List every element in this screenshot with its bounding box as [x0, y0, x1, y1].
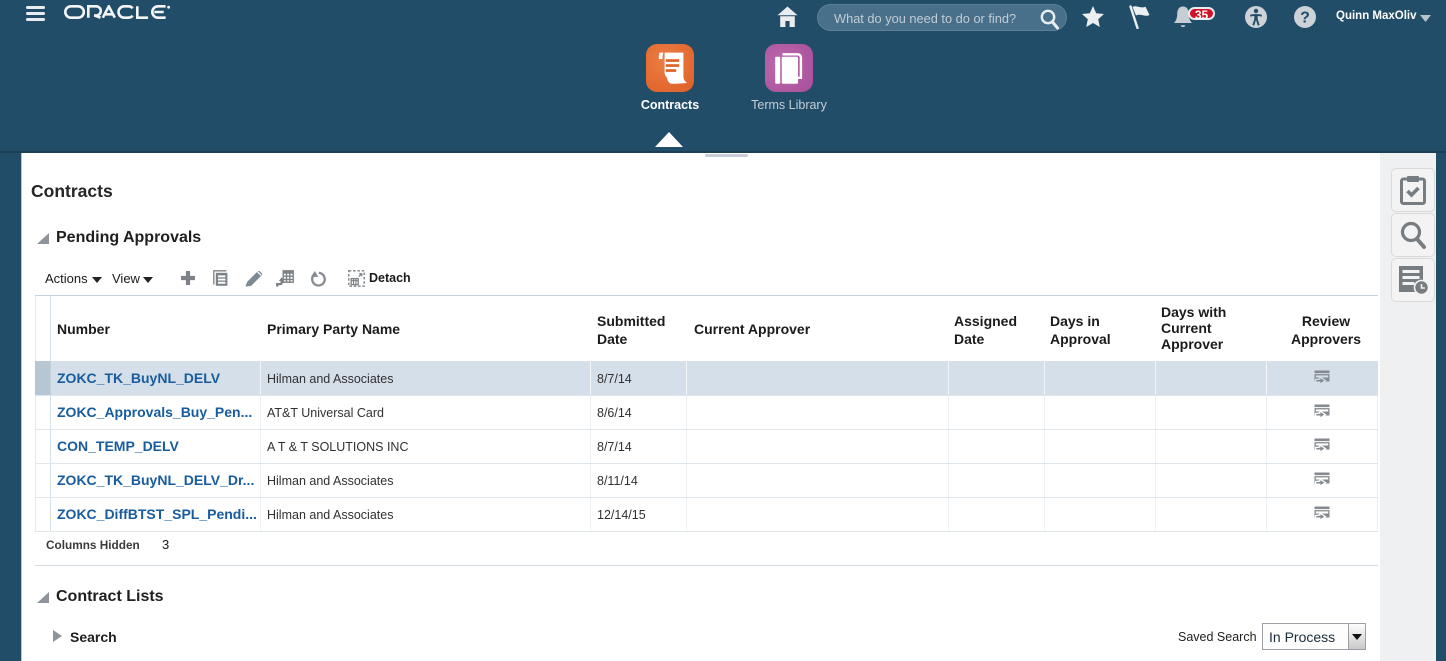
svg-text:?: ? — [1300, 10, 1310, 27]
